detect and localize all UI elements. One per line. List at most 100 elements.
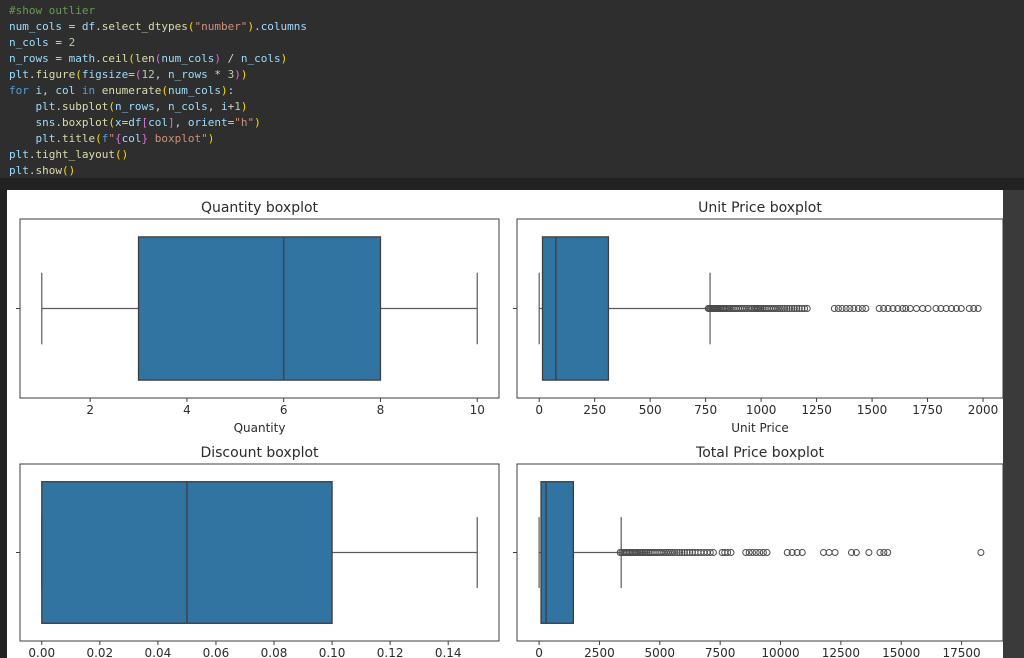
outlier-point <box>752 549 760 556</box>
code-line: #show outlier <box>9 3 1019 19</box>
outlier-point <box>763 549 771 556</box>
outlier-point <box>658 549 666 556</box>
code-token: x <box>114 116 122 129</box>
code-token: n_rows <box>9 52 49 65</box>
outlier-point <box>759 549 767 556</box>
code-token: , <box>207 100 221 113</box>
code-line: plt.subplot(n_rows, n_cols, i+1) <box>9 99 1019 115</box>
subplot-total-price-boxplot: 0 2500 5000 7500 10000 12500 15000 17500 Total P… <box>513 445 1003 658</box>
code-token: ) <box>254 116 261 129</box>
box <box>541 236 610 381</box>
code-token: figure <box>35 68 76 81</box>
x-tick-label: 2 <box>86 403 94 417</box>
subplot-title: Total Price boxplot <box>695 445 824 461</box>
code-token: n_rows <box>114 100 155 113</box>
outlier-point <box>798 549 806 556</box>
code-token: n_cols <box>167 100 208 113</box>
code-token: len <box>134 52 155 65</box>
outlier-point <box>875 305 883 312</box>
code-token: = <box>48 52 69 65</box>
code-token: ( <box>62 164 69 177</box>
outlier-point <box>902 305 910 312</box>
code-token <box>75 84 82 97</box>
x-tick-label: 0.08 <box>261 646 288 658</box>
outlier-point <box>664 549 672 556</box>
outlier-point <box>678 549 686 556</box>
outlier-point <box>673 549 681 556</box>
outlier-point <box>884 305 892 312</box>
outlier-point <box>774 305 782 312</box>
code-token: select_dtypes <box>101 20 188 33</box>
code-token: 12 <box>141 68 155 81</box>
code-token: ceil <box>101 52 129 65</box>
code-token: . <box>55 132 62 145</box>
outlier-point <box>858 305 866 312</box>
subplot-title: Unit Price boxplot <box>698 200 822 216</box>
code-token: num_cols <box>9 20 62 33</box>
code-token: . <box>254 20 261 33</box>
outlier-point <box>831 549 839 556</box>
outlier-point <box>965 305 973 312</box>
outlier-point <box>793 305 801 312</box>
outlier-point <box>850 305 858 312</box>
code-token: boxplot" <box>148 132 208 145</box>
outlier-point <box>772 305 780 312</box>
code-token: ( <box>108 116 115 129</box>
outlier-point <box>894 305 902 312</box>
code-token: . <box>55 100 62 113</box>
code-token: { <box>115 132 122 145</box>
x-tick-label: 1000 <box>746 403 777 417</box>
outlier-point <box>880 549 888 556</box>
x-tick-label: 10 <box>470 403 485 417</box>
code-token: n_cols <box>9 36 49 49</box>
outlier-point <box>865 549 873 556</box>
code-line: sns.boxplot(x=df[col], orient="h") <box>9 115 1019 131</box>
code-line: plt.figure(figsize=(12, n_rows * 3)) <box>9 67 1019 83</box>
code-token: 1 <box>234 100 241 113</box>
code-line: plt.title(f"{col} boxplot") <box>9 131 1019 147</box>
outlier-point <box>686 549 694 556</box>
code-editor[interactable]: #show outlier num_cols = df.select_dtypes… <box>9 3 1019 178</box>
code-token: ( <box>95 132 102 145</box>
code-token: ) <box>214 52 221 65</box>
outlier-point <box>876 549 884 556</box>
code-token: = <box>48 36 69 49</box>
code-token: tight_layout <box>35 148 115 161</box>
code-token: enumerate <box>101 84 162 97</box>
outlier-point <box>842 305 850 312</box>
outlier-point <box>662 549 670 556</box>
code-token: 2 <box>68 36 76 49</box>
x-axis-label: Unit Price <box>731 421 789 435</box>
matplotlib-figure: 2 4 6 8 10 Quantity boxplot Quantity 0 250 500 750… <box>7 190 1003 658</box>
code-token: . <box>95 52 102 65</box>
subplot-title: Discount boxplot <box>200 445 319 461</box>
code-token: 3 <box>227 68 235 81</box>
x-tick-label: 10000 <box>761 646 799 658</box>
code-token: num_cols <box>167 84 221 97</box>
code-token: : <box>227 84 235 97</box>
code-line: plt.show() <box>9 163 1019 179</box>
x-tick-label: 0.10 <box>319 646 346 658</box>
outlier-point <box>957 305 965 312</box>
code-line: for i, col in enumerate(num_cols): <box>9 83 1019 99</box>
code-token: ( <box>154 52 162 65</box>
outlier-point <box>783 305 791 312</box>
code-token: . <box>95 20 102 33</box>
code-token: plt <box>35 100 56 113</box>
outlier-point <box>977 549 985 556</box>
outlier-point <box>912 305 920 312</box>
code-token: plt <box>9 164 29 177</box>
code-token: / <box>220 52 241 65</box>
x-tick-label: 2500 <box>584 646 615 658</box>
code-token: in <box>81 84 96 97</box>
code-token: plt <box>9 148 29 161</box>
code-token: columns <box>260 20 308 33</box>
code-line: plt.tight_layout() <box>9 147 1019 163</box>
code-token: ) <box>220 84 228 97</box>
outlier-point <box>948 305 956 312</box>
code-token: boxplot <box>62 116 109 129</box>
outlier-point <box>776 305 784 312</box>
x-tick-label: 2000 <box>968 403 999 417</box>
outlier-point <box>848 549 856 556</box>
outlier-point <box>683 549 691 556</box>
